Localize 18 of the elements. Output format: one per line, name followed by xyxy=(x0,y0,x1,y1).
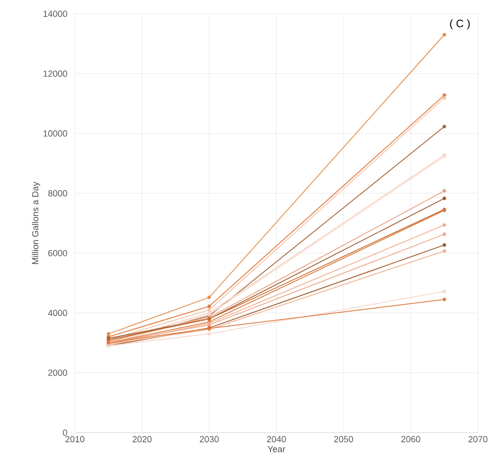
y-tick-label: 2000 xyxy=(48,370,68,376)
x-tick-label: 2010 xyxy=(66,436,84,442)
x-tick-label: 2070 xyxy=(468,436,488,442)
y-tick-label: 6000 xyxy=(48,250,68,256)
x-tick-label: 2060 xyxy=(401,436,420,442)
x-tick-label: 2050 xyxy=(334,436,354,442)
y-tick-label: 12000 xyxy=(44,70,68,77)
x-tick-label: 2020 xyxy=(132,436,152,442)
x-tick-label: 2040 xyxy=(267,436,286,442)
annotation: ( C ) xyxy=(450,19,470,30)
y-tick-label: 0 xyxy=(62,429,68,436)
y-tick-label: 4000 xyxy=(48,310,68,316)
y-tick-label: 14000 xyxy=(44,10,68,17)
x-axis-title: Year xyxy=(268,446,286,452)
y-axis-title: Million Gallons a Day xyxy=(32,182,40,264)
x-tick-label: 2030 xyxy=(200,436,219,442)
y-tick-label: 10000 xyxy=(44,130,68,137)
y-tick-label: 8000 xyxy=(48,190,68,196)
